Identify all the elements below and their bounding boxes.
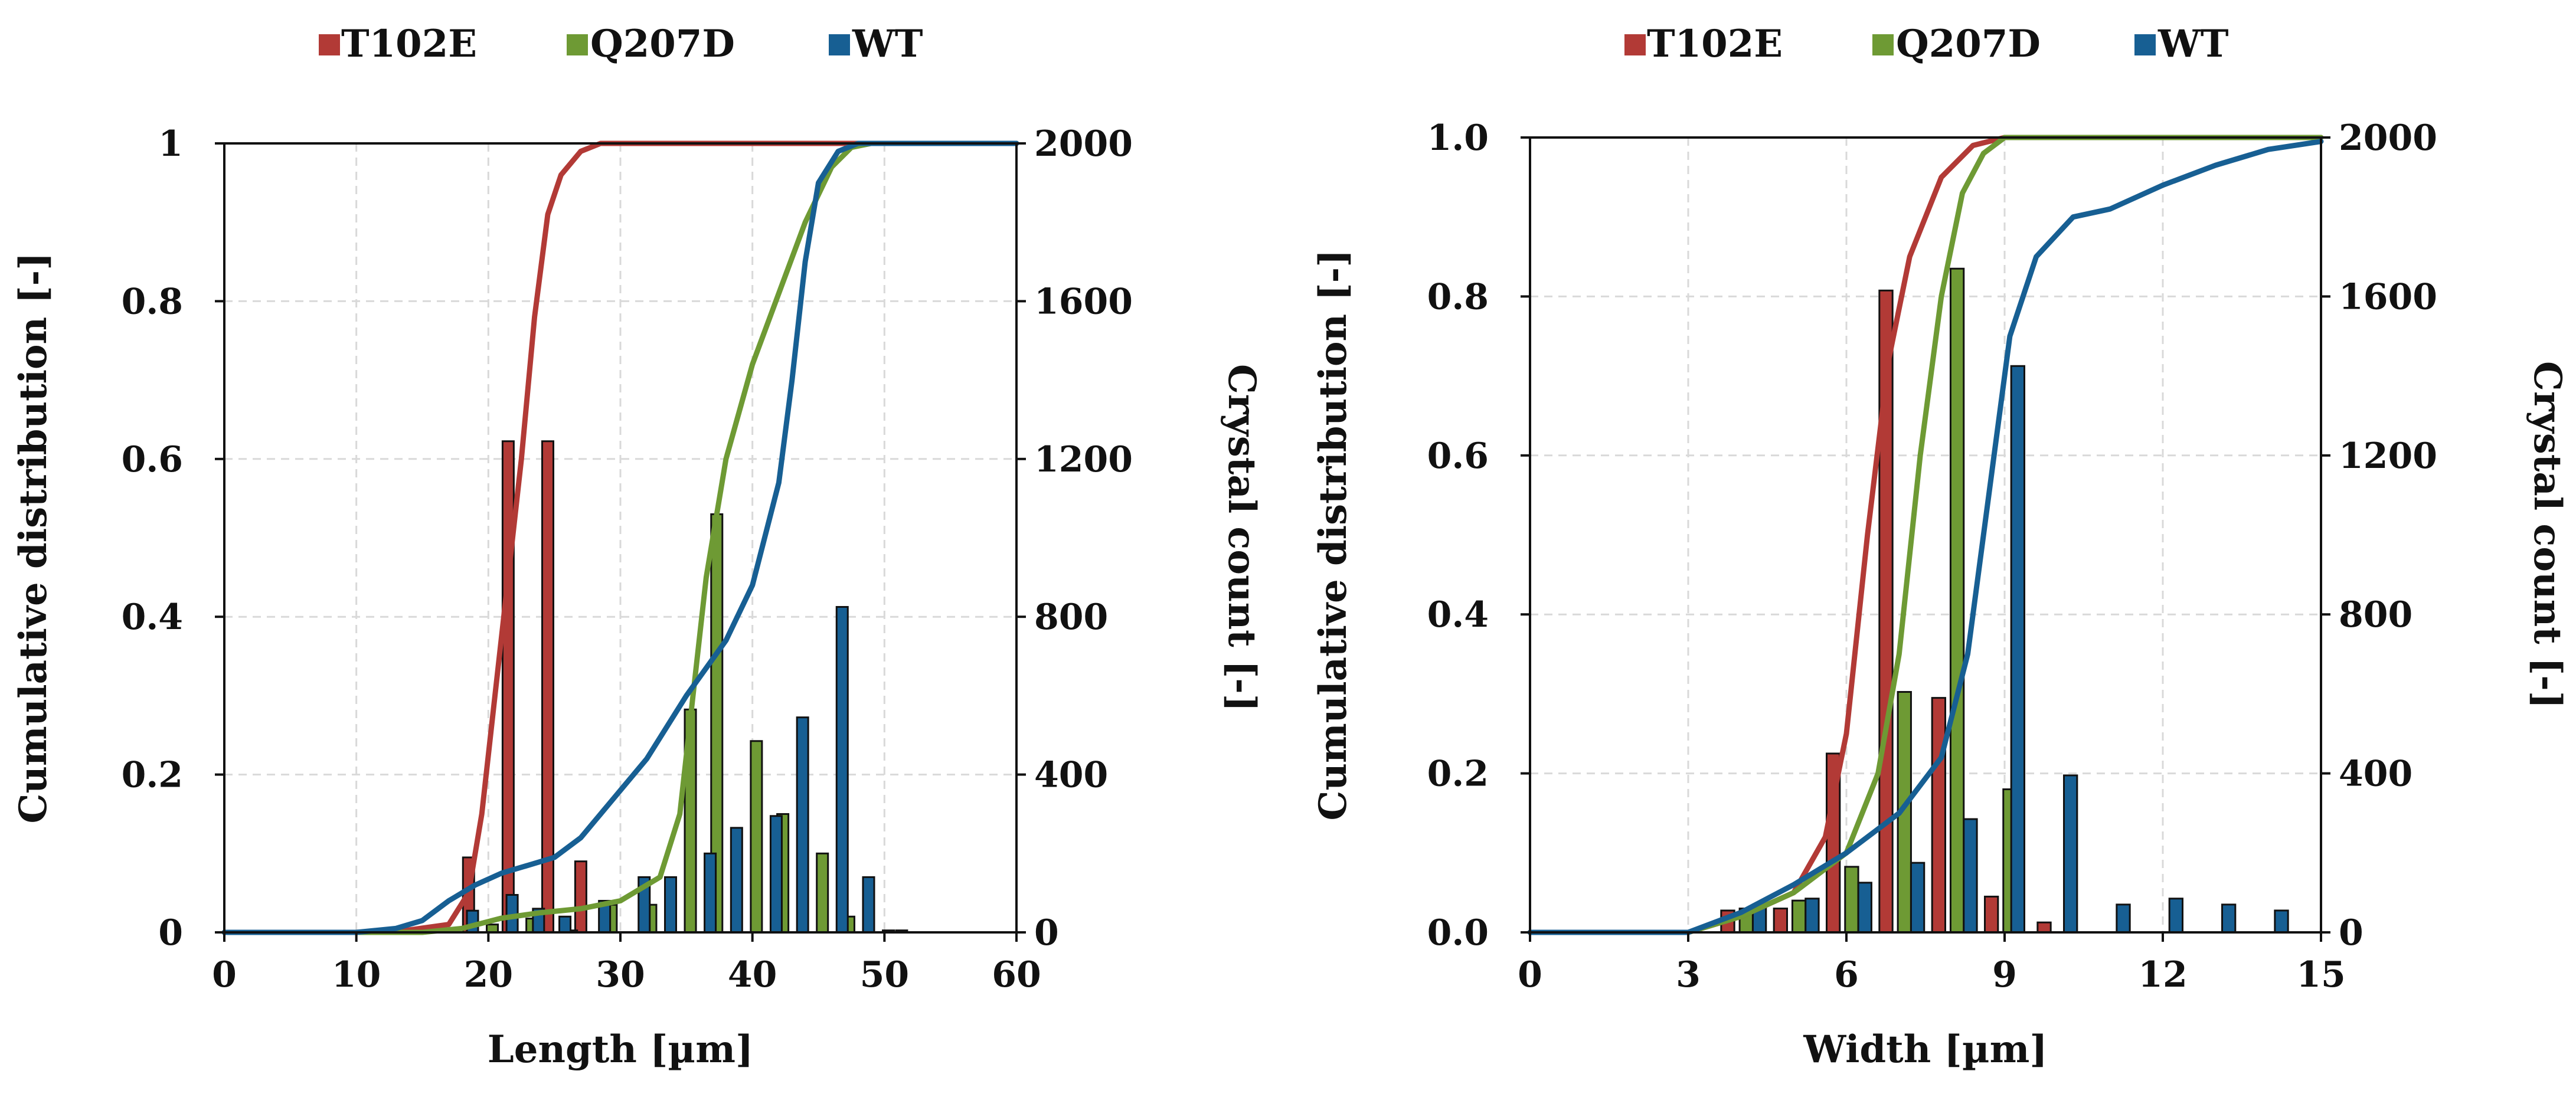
bar-q207d: [750, 740, 763, 934]
x-tick-label: 60: [992, 954, 1041, 996]
y-left-tick-label: 0: [158, 912, 183, 954]
bar-q207d: [486, 924, 499, 934]
y-right-axis-title: Crystal count [-]: [1220, 364, 1264, 712]
x-tick-label: 6: [1834, 954, 1859, 996]
x-tick-label: 20: [464, 954, 514, 996]
y-right-tick-label: 2000: [2339, 117, 2437, 159]
legend-swatch-wt: [829, 34, 850, 55]
y-left-tick-label: 1: [158, 123, 183, 165]
legend-swatch-wt: [2134, 34, 2156, 55]
bar-t102e: [2036, 921, 2052, 934]
x-tick-label: 50: [860, 954, 910, 996]
cdf-line-wt: [1527, 139, 2324, 935]
chart-svg: 0 10 20 30 40 50 6000.20.40.60.810400800120016…: [11, 22, 1264, 1072]
cdf-line-t102e: [1527, 135, 2324, 935]
legend-label-wt: WT: [852, 22, 923, 66]
x-tick-label: 30: [596, 954, 645, 996]
y-right-tick-label: 800: [1034, 597, 1108, 638]
bar-q207d: [1844, 866, 1859, 934]
bar-wt: [862, 876, 875, 934]
y-right-tick-label: 1200: [2339, 435, 2437, 477]
chart-length-panel: 0 10 20 30 40 50 60 0 0.2 0.4 0.6 0.8 1 0 400 800 1200 16…: [11, 22, 1264, 1072]
bar-wt: [1857, 882, 1872, 934]
cdf-line-q207d: [1527, 135, 2324, 935]
y-left-tick-label: 0.2: [1427, 754, 1489, 795]
y-left-tick-label: 0.6: [1427, 435, 1489, 477]
bar-wt: [2063, 774, 2078, 934]
bar-wt: [704, 852, 717, 934]
bar-wt: [769, 815, 783, 934]
legend-label-t102e: T102E: [341, 22, 477, 66]
x-tick-label: 40: [728, 954, 777, 996]
x-tick-label: 0: [1518, 954, 1542, 996]
bar-q207d: [1949, 267, 1965, 934]
bar-wt: [663, 876, 677, 934]
bar-wt: [835, 605, 849, 934]
bar-wt: [2168, 898, 2183, 934]
y-right-tick-label: 2000: [1034, 123, 1133, 165]
y-right-tick-label: 1600: [2339, 276, 2437, 317]
legend-swatch-t102e: [1624, 34, 1646, 55]
y-right-tick-label: 1600: [1034, 281, 1133, 322]
y-left-axis-title: Cumulative distribution [-]: [1311, 249, 1355, 820]
y-right-tick-label: 0: [2339, 912, 2363, 954]
bar-t102e: [574, 860, 587, 934]
legend-swatch-q207d: [567, 34, 588, 55]
bar-wt: [2010, 365, 2025, 934]
y-right-tick-label: 800: [2339, 594, 2412, 636]
legend-swatch-q207d: [1872, 34, 1894, 55]
x-tick-label: 15: [2296, 954, 2346, 996]
bar-wt: [2274, 909, 2289, 934]
bar-wt: [2116, 903, 2131, 934]
y-left-tick-label: 0.8: [1427, 276, 1489, 317]
x-tick-label: 12: [2138, 954, 2188, 996]
bar-wt: [1963, 818, 1978, 934]
y-right-tick-label: 0: [1034, 912, 1059, 954]
legend-label-q207d: Q207D: [590, 22, 735, 66]
bar-wt: [1804, 898, 1820, 934]
y-left-tick-label: 1.0: [1427, 117, 1489, 159]
y-left-tick-label: 0.0: [1427, 912, 1489, 954]
x-axis-title: Width [µm]: [1803, 1027, 2047, 1072]
bar-t102e: [1931, 697, 1946, 934]
cdf-line-q207d: [221, 140, 1019, 935]
bar-wt: [2221, 903, 2237, 934]
bar-t102e: [1773, 908, 1789, 934]
cdf-line-wt: [221, 140, 1019, 935]
bar-wt: [1910, 862, 1926, 934]
legend-swatch-t102e: [319, 34, 340, 55]
x-tick-label: 0: [212, 954, 237, 996]
y-left-tick-label: 0.6: [122, 439, 183, 480]
bar-q207d: [816, 852, 829, 934]
y-left-tick-label: 0.8: [122, 281, 183, 322]
chart-svg: 0 3 6 9 12 15 0.0 0.2 0.4 0.6 0.8 1.0 0 400 800 1200 160…: [1311, 22, 2570, 1072]
bar-t102e: [501, 440, 515, 934]
legend-label-q207d: Q207D: [1896, 22, 2041, 66]
bar-wt: [796, 716, 809, 934]
legend-label-wt: WT: [2157, 22, 2229, 66]
x-tick-label: 10: [332, 954, 381, 996]
bar-t102e: [1984, 895, 1999, 934]
y-left-axis-title: Cumulative distribution [-]: [11, 252, 55, 823]
y-right-tick-label: 1200: [1034, 439, 1133, 480]
y-right-tick-label: 400: [2339, 754, 2412, 795]
y-right-tick-label: 400: [1034, 755, 1108, 796]
bar-q207d: [1791, 899, 1807, 934]
bar-wt: [558, 915, 572, 934]
legend-label-t102e: T102E: [1647, 22, 1783, 66]
x-tick-label: 9: [1992, 954, 2017, 996]
y-left-tick-label: 0.4: [1427, 594, 1489, 636]
y-left-tick-label: 0.2: [122, 755, 183, 796]
chart-width-panel: 0 3 6 9 12 15 0.0 0.2 0.4 0.6 0.8 1.0 0 400 800 1200 160…: [1288, 0, 2576, 1097]
y-right-axis-title: Crystal count [-]: [2525, 361, 2570, 709]
x-axis-title: Length [µm]: [488, 1027, 754, 1072]
bar-wt: [730, 827, 743, 934]
y-left-tick-label: 0.4: [122, 597, 183, 638]
x-tick-label: 3: [1676, 954, 1701, 996]
cdf-line-t102e: [221, 140, 1019, 935]
